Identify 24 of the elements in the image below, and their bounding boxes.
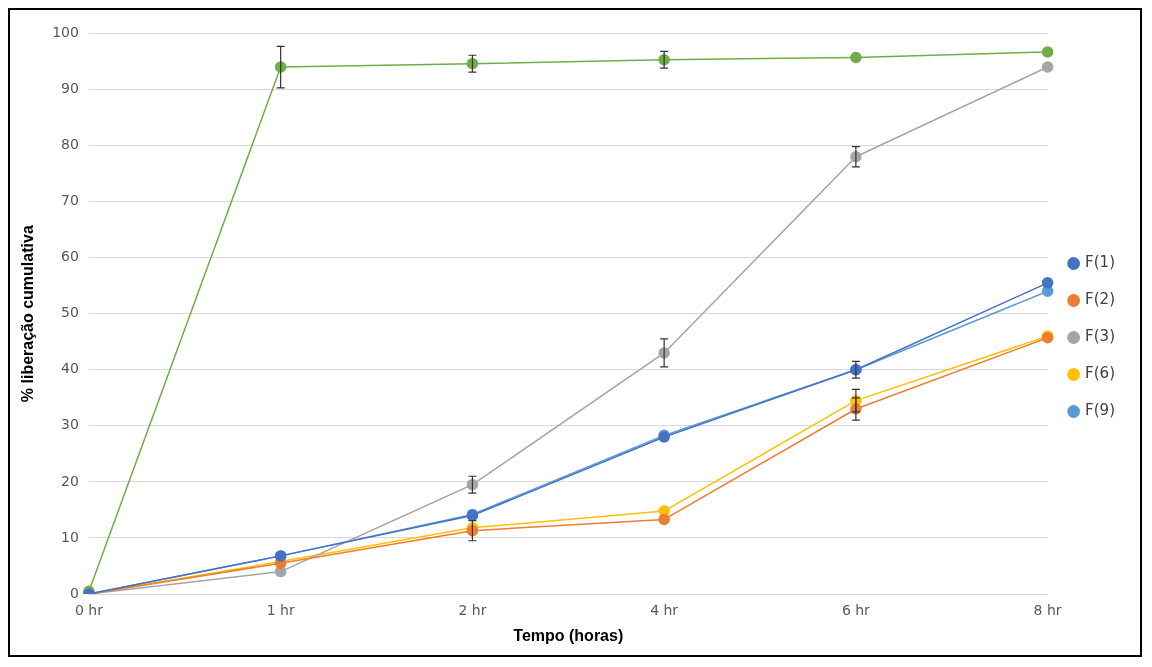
- legend-label: F(1): [1085, 253, 1116, 272]
- x-tick-label: 4 hr: [650, 602, 679, 619]
- y-axis-title: % liberação cumulativa: [19, 225, 37, 403]
- legend-label: F(9): [1085, 401, 1116, 420]
- y-tick-label: 40: [61, 360, 79, 377]
- x-tick-label: 2 hr: [458, 602, 487, 619]
- x-axis-title: Tempo (horas): [513, 626, 624, 644]
- x-tick-label: 1 hr: [266, 602, 295, 619]
- y-tick-label: 20: [61, 472, 79, 489]
- y-tick-label: 60: [61, 248, 79, 265]
- y-tick-label: 90: [61, 80, 79, 97]
- y-tick-label: 80: [61, 136, 79, 153]
- legend-label: F(2): [1085, 290, 1116, 309]
- y-tick-label: 30: [61, 416, 79, 433]
- y-tick-label: 70: [61, 192, 79, 209]
- x-tick-label: 8 hr: [1033, 602, 1062, 619]
- legend-label: F(3): [1085, 327, 1116, 346]
- y-tick-label: 50: [61, 304, 79, 321]
- x-tick-label: 6 hr: [841, 602, 871, 619]
- y-tick-label: 0: [70, 584, 79, 601]
- x-tick-label: 0 hr: [74, 602, 104, 619]
- y-tick-label: 10: [61, 528, 79, 545]
- y-tick-label: 100: [52, 24, 79, 41]
- legend-label: F(6): [1085, 364, 1116, 383]
